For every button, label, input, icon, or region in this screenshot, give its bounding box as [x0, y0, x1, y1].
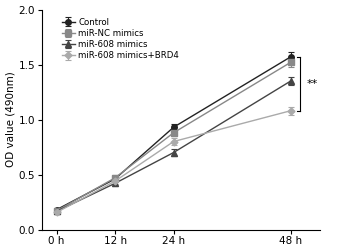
Text: **: ** — [306, 79, 317, 89]
Y-axis label: OD value (490nm): OD value (490nm) — [6, 72, 15, 167]
Legend: Control, miR-NC mimics, miR-608 mimics, miR-608 mimics+BRD4: Control, miR-NC mimics, miR-608 mimics, … — [60, 16, 181, 62]
